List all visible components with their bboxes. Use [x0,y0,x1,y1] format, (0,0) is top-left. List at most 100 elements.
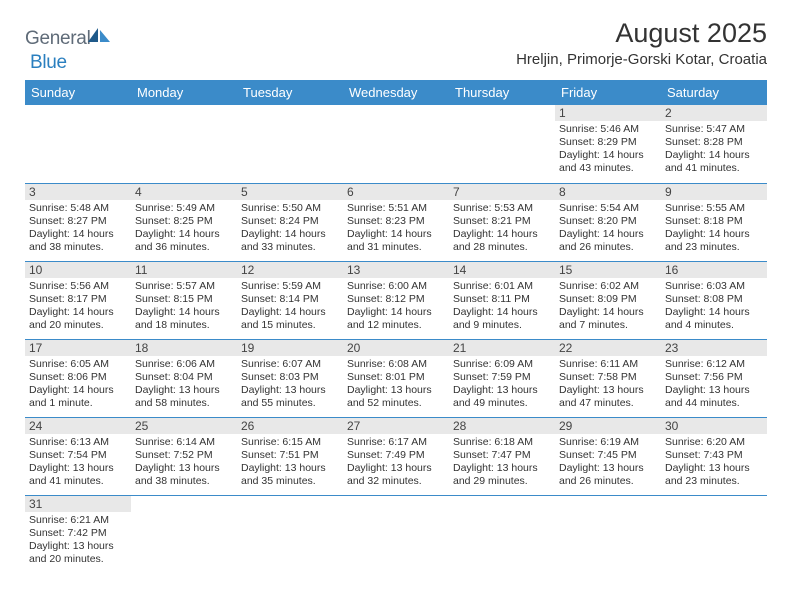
sunrise-line: Sunrise: 5:49 AM [135,202,233,215]
day-header: Wednesday [343,80,449,105]
sunrise-line: Sunrise: 6:20 AM [665,436,763,449]
day-number: 6 [343,184,449,200]
sunrise-line: Sunrise: 6:18 AM [453,436,551,449]
daylight-line: Daylight: 13 hours and 55 minutes. [241,384,339,410]
daylight-line: Daylight: 13 hours and 41 minutes. [29,462,127,488]
day-details: Sunrise: 6:19 AMSunset: 7:45 PMDaylight:… [555,434,661,491]
daylight-line: Daylight: 13 hours and 38 minutes. [135,462,233,488]
daylight-line: Daylight: 14 hours and 20 minutes. [29,306,127,332]
day-details: Sunrise: 5:54 AMSunset: 8:20 PMDaylight:… [555,200,661,257]
calendar-cell-empty [661,495,767,573]
sunrise-line: Sunrise: 6:07 AM [241,358,339,371]
sunset-line: Sunset: 8:09 PM [559,293,657,306]
day-details: Sunrise: 6:09 AMSunset: 7:59 PMDaylight:… [449,356,555,413]
sunrise-line: Sunrise: 5:50 AM [241,202,339,215]
daylight-line: Daylight: 14 hours and 4 minutes. [665,306,763,332]
calendar-row: 31Sunrise: 6:21 AMSunset: 7:42 PMDayligh… [25,495,767,573]
daylight-line: Daylight: 14 hours and 23 minutes. [665,228,763,254]
day-number: 21 [449,340,555,356]
calendar-cell-empty [449,495,555,573]
day-number: 15 [555,262,661,278]
day-number: 29 [555,418,661,434]
day-details: Sunrise: 6:11 AMSunset: 7:58 PMDaylight:… [555,356,661,413]
calendar-row: 17Sunrise: 6:05 AMSunset: 8:06 PMDayligh… [25,339,767,417]
day-details: Sunrise: 5:57 AMSunset: 8:15 PMDaylight:… [131,278,237,335]
sunset-line: Sunset: 8:29 PM [559,136,657,149]
day-details: Sunrise: 6:13 AMSunset: 7:54 PMDaylight:… [25,434,131,491]
calendar-cell: 12Sunrise: 5:59 AMSunset: 8:14 PMDayligh… [237,261,343,339]
sunset-line: Sunset: 8:24 PM [241,215,339,228]
daylight-line: Daylight: 14 hours and 26 minutes. [559,228,657,254]
daylight-line: Daylight: 14 hours and 36 minutes. [135,228,233,254]
location: Hreljin, Primorje-Gorski Kotar, Croatia [516,51,767,68]
day-details: Sunrise: 6:17 AMSunset: 7:49 PMDaylight:… [343,434,449,491]
calendar-row: 3Sunrise: 5:48 AMSunset: 8:27 PMDaylight… [25,183,767,261]
calendar-cell: 10 Sunrise: 5:56 AMSunset: 8:17 PMDayligh… [25,261,131,339]
day-number: 10 [25,262,131,278]
sunrise-line: Sunrise: 5:57 AM [135,280,233,293]
day-details: Sunrise: 5:51 AMSunset: 8:23 PMDaylight:… [343,200,449,257]
calendar-body: 1Sunrise: 5:46 AMSunset: 8:29 PMDaylight… [25,105,767,573]
calendar-cell: 21Sunrise: 6:09 AMSunset: 7:59 PMDayligh… [449,339,555,417]
daylight-line: Daylight: 13 hours and 49 minutes. [453,384,551,410]
day-details: Sunrise: 5:53 AMSunset: 8:21 PMDaylight:… [449,200,555,257]
calendar-cell: 29Sunrise: 6:19 AMSunset: 7:45 PMDayligh… [555,417,661,495]
daylight-line: Daylight: 14 hours and 33 minutes. [241,228,339,254]
daylight-line: Daylight: 13 hours and 32 minutes. [347,462,445,488]
calendar-cell: 14Sunrise: 6:01 AMSunset: 8:11 PMDayligh… [449,261,555,339]
daylight-line: Daylight: 14 hours and 1 minute. [29,384,127,410]
sunset-line: Sunset: 8:23 PM [347,215,445,228]
sunrise-line: Sunrise: 5:53 AM [453,202,551,215]
calendar-cell: 2Sunrise: 5:47 AMSunset: 8:28 PMDaylight… [661,105,767,183]
day-header: Sunday [25,80,131,105]
sunset-line: Sunset: 7:49 PM [347,449,445,462]
sunrise-line: Sunrise: 6:13 AM [29,436,127,449]
daylight-line: Daylight: 14 hours and 12 minutes. [347,306,445,332]
sunset-line: Sunset: 8:27 PM [29,215,127,228]
day-number: 11 [131,262,237,278]
calendar-cell: 31Sunrise: 6:21 AMSunset: 7:42 PMDayligh… [25,495,131,573]
day-number: 7 [449,184,555,200]
calendar-cell-empty [237,105,343,183]
daylight-line: Daylight: 14 hours and 38 minutes. [29,228,127,254]
logo-blue-wrap: Blue [30,52,67,74]
calendar-cell: 17Sunrise: 6:05 AMSunset: 8:06 PMDayligh… [25,339,131,417]
day-details: Sunrise: 5:49 AMSunset: 8:25 PMDaylight:… [131,200,237,257]
sunrise-line: Sunrise: 5:56 AM [29,280,127,293]
daylight-line: Daylight: 13 hours and 26 minutes. [559,462,657,488]
daylight-line: Daylight: 14 hours and 43 minutes. [559,149,657,175]
sunset-line: Sunset: 7:56 PM [665,371,763,384]
sunset-line: Sunset: 8:18 PM [665,215,763,228]
sunset-line: Sunset: 8:03 PM [241,371,339,384]
sunset-line: Sunset: 8:08 PM [665,293,763,306]
calendar-cell: 1Sunrise: 5:46 AMSunset: 8:29 PMDaylight… [555,105,661,183]
day-details: Sunrise: 6:03 AMSunset: 8:08 PMDaylight:… [661,278,767,335]
calendar-cell-empty [131,105,237,183]
sunrise-line: Sunrise: 6:08 AM [347,358,445,371]
daylight-line: Daylight: 13 hours and 29 minutes. [453,462,551,488]
sunset-line: Sunset: 7:51 PM [241,449,339,462]
daylight-line: Daylight: 14 hours and 31 minutes. [347,228,445,254]
sunrise-line: Sunrise: 6:11 AM [559,358,657,371]
sunrise-line: Sunrise: 5:54 AM [559,202,657,215]
day-details: Sunrise: 6:07 AMSunset: 8:03 PMDaylight:… [237,356,343,413]
day-details: Sunrise: 6:05 AMSunset: 8:06 PMDaylight:… [25,356,131,413]
sunrise-line: Sunrise: 5:48 AM [29,202,127,215]
sunrise-line: Sunrise: 6:19 AM [559,436,657,449]
calendar-cell: 25Sunrise: 6:14 AMSunset: 7:52 PMDayligh… [131,417,237,495]
sunset-line: Sunset: 8:21 PM [453,215,551,228]
day-header-row: SundayMondayTuesdayWednesdayThursdayFrid… [25,80,767,105]
daylight-line: Daylight: 14 hours and 18 minutes. [135,306,233,332]
calendar-cell: 9Sunrise: 5:55 AMSunset: 8:18 PMDaylight… [661,183,767,261]
daylight-line: Daylight: 13 hours and 47 minutes. [559,384,657,410]
calendar-cell-empty [25,105,131,183]
calendar-cell: 16Sunrise: 6:03 AMSunset: 8:08 PMDayligh… [661,261,767,339]
day-header: Friday [555,80,661,105]
month-title: August 2025 [516,18,767,49]
sunset-line: Sunset: 8:17 PM [29,293,127,306]
sunset-line: Sunset: 7:58 PM [559,371,657,384]
day-details: Sunrise: 6:08 AMSunset: 8:01 PMDaylight:… [343,356,449,413]
day-number: 31 [25,496,131,512]
day-details: Sunrise: 5:47 AMSunset: 8:28 PMDaylight:… [661,121,767,178]
sunset-line: Sunset: 8:20 PM [559,215,657,228]
